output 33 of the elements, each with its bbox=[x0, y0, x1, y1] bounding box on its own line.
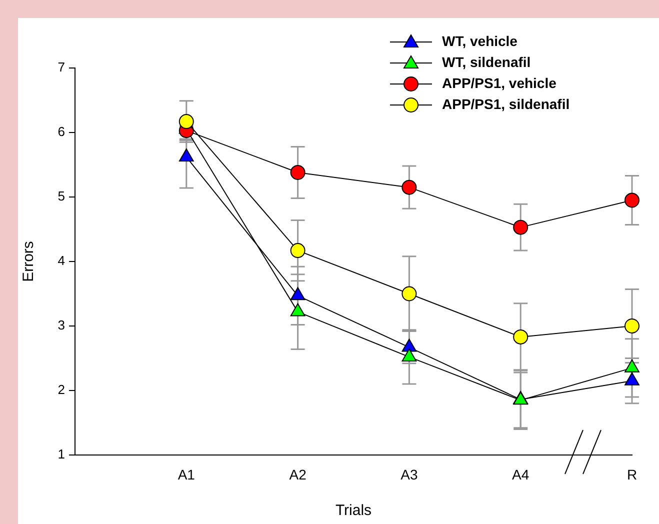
point bbox=[402, 286, 417, 302]
point bbox=[402, 338, 417, 352]
legend-label: APP/PS1, sildenafil bbox=[442, 96, 570, 112]
point bbox=[290, 243, 306, 258]
legend-label: WT, vehicle bbox=[442, 32, 518, 49]
y-tick-label: 7 bbox=[58, 60, 65, 75]
point bbox=[624, 192, 640, 208]
point bbox=[402, 180, 417, 195]
x-tick-label: A3 bbox=[400, 466, 418, 482]
point bbox=[513, 329, 528, 344]
point bbox=[290, 303, 306, 316]
point bbox=[624, 318, 640, 334]
y-tick-label: 4 bbox=[58, 253, 65, 268]
point bbox=[513, 220, 528, 235]
legend-label: APP/PS1, vehicle bbox=[442, 74, 557, 91]
point bbox=[290, 287, 306, 300]
point bbox=[178, 114, 194, 130]
x-tick-label: A4 bbox=[512, 466, 530, 482]
y-tick-label: 1 bbox=[58, 446, 65, 462]
x-tick-label: A1 bbox=[178, 466, 196, 482]
x-tick-label: A2 bbox=[289, 466, 307, 482]
point bbox=[624, 372, 640, 386]
point bbox=[290, 164, 306, 180]
y-tick-label: 3 bbox=[58, 318, 65, 333]
y-tick-label: 5 bbox=[58, 188, 65, 204]
x-tick-label: R bbox=[626, 466, 638, 482]
point bbox=[402, 348, 417, 362]
y-axis-title: Errors bbox=[20, 241, 38, 282]
point bbox=[624, 359, 640, 372]
legend-label: WT, sildenafil bbox=[442, 54, 531, 70]
y-tick-label: 6 bbox=[58, 124, 65, 140]
x-axis-title: Trials bbox=[335, 502, 372, 520]
y-tick-label: 2 bbox=[58, 382, 65, 398]
